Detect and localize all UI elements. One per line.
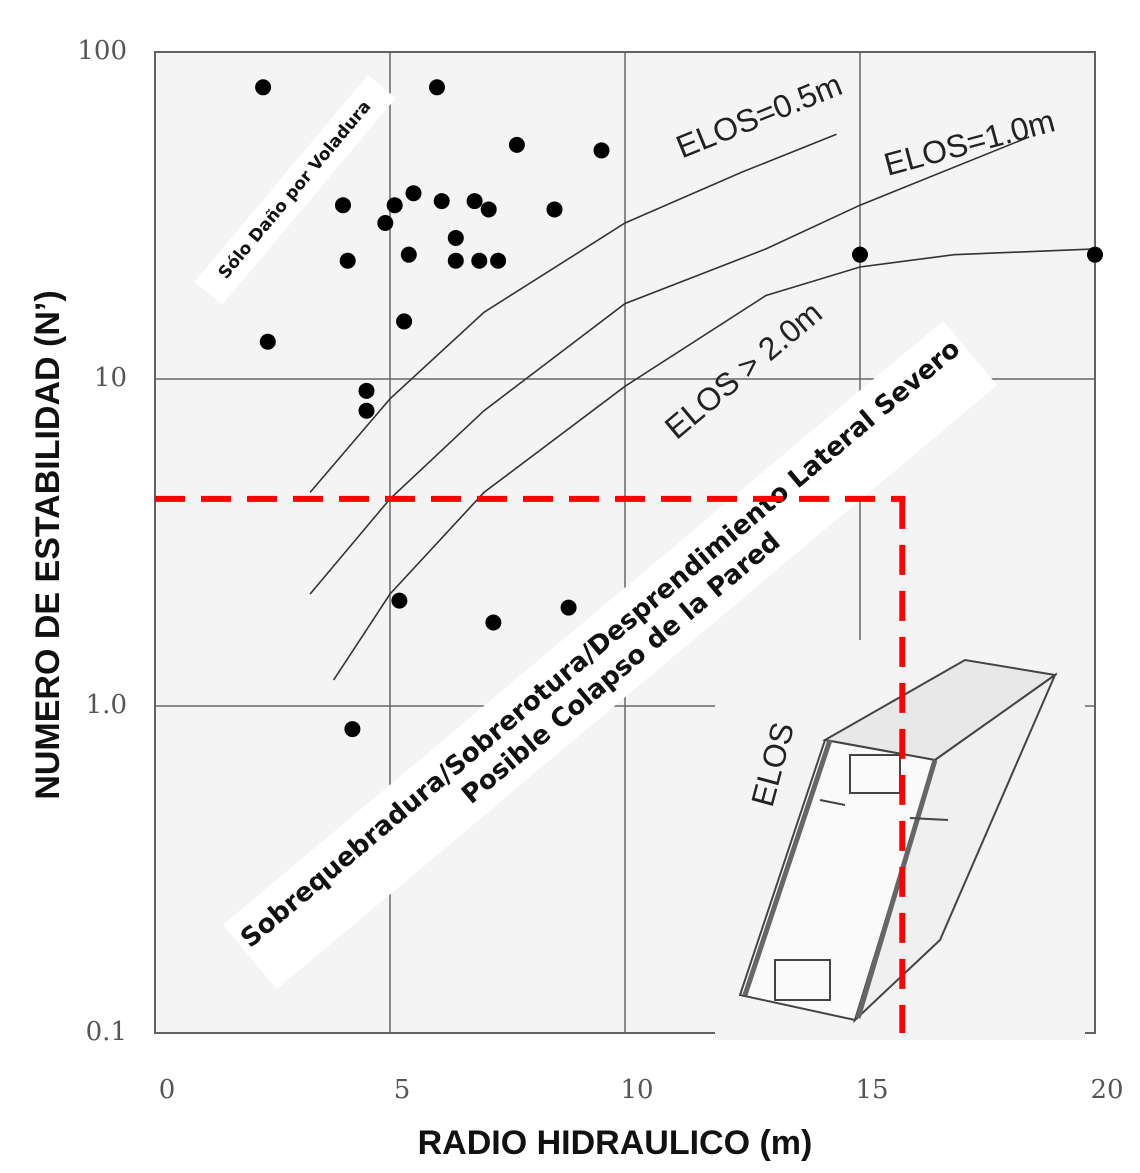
x-axis-title: RADIO HIDRAULICO (m) <box>418 1124 813 1162</box>
point <box>339 252 356 269</box>
label-box <box>194 75 396 305</box>
curve <box>309 133 837 493</box>
point <box>405 185 422 202</box>
wall-edge <box>855 759 938 1019</box>
points <box>255 79 1103 738</box>
x-tick-label: 5 <box>394 1075 411 1105</box>
slab <box>774 959 831 1001</box>
slab <box>849 754 901 794</box>
y-tick-label: 100 <box>77 36 127 66</box>
point <box>560 599 577 616</box>
point <box>391 592 408 609</box>
point <box>447 252 464 269</box>
point <box>358 382 375 399</box>
point <box>546 201 563 218</box>
point <box>490 252 507 269</box>
point <box>433 193 450 210</box>
x-tick-label: 15 <box>855 1075 888 1105</box>
curve <box>332 248 1096 681</box>
point <box>466 193 483 210</box>
x-tick-label: 10 <box>620 1075 653 1105</box>
point <box>400 246 417 263</box>
point <box>471 252 488 269</box>
point <box>447 229 464 246</box>
point <box>1087 246 1103 263</box>
x-tick-label: 20 <box>1090 1075 1123 1105</box>
point <box>335 197 351 214</box>
point <box>480 201 497 218</box>
x-tick-label: 0 <box>159 1075 176 1105</box>
point <box>386 197 403 214</box>
y-tick-label: 0.1 <box>86 1017 127 1047</box>
point <box>852 246 868 263</box>
reference <box>155 495 906 1033</box>
point <box>485 614 502 631</box>
point <box>508 136 525 153</box>
ticks: 0 5 10 15 20 0.1 1.0 10 100 <box>77 36 1123 1105</box>
point <box>255 79 272 96</box>
arrow <box>909 817 949 821</box>
point <box>396 313 413 330</box>
y-tick-label: 1.0 <box>86 690 127 720</box>
point <box>429 79 445 96</box>
y-tick-label: 10 <box>94 363 127 393</box>
label-box <box>222 320 998 990</box>
point <box>358 402 375 419</box>
arrow <box>819 799 846 806</box>
y-axis-title: NUMERO DE ESTABILIDAD (N’) <box>29 290 67 799</box>
point <box>344 721 361 738</box>
wall-edge <box>742 739 833 996</box>
point <box>593 142 610 159</box>
point <box>377 214 394 231</box>
point <box>259 333 276 350</box>
